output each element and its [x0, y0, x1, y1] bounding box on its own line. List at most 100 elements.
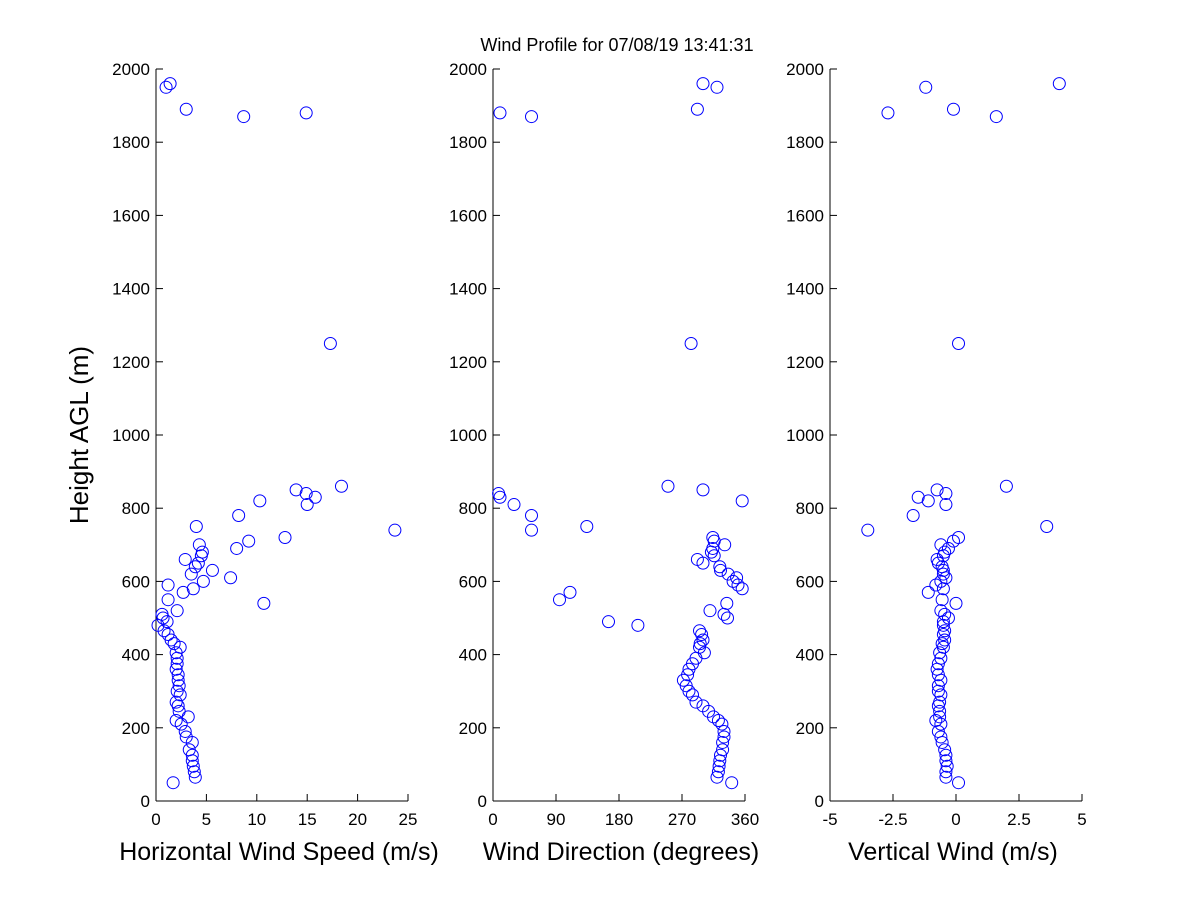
- data-point: [224, 571, 238, 585]
- data-point: [334, 479, 348, 493]
- data-point: [253, 494, 267, 508]
- data-point: [931, 684, 945, 698]
- data-point: [696, 633, 710, 647]
- data-point: [730, 571, 744, 585]
- figure-title: Wind Profile for 07/08/19 13:41:31: [480, 35, 753, 55]
- data-point: [936, 582, 950, 596]
- data-point: [172, 704, 186, 718]
- y-tick-label: 0: [815, 792, 824, 811]
- x-tick-label: 90: [547, 810, 566, 829]
- data-point: [169, 662, 183, 676]
- y-tick-label: 800: [122, 499, 150, 518]
- data-point: [861, 523, 875, 537]
- y-tick-label: 400: [459, 646, 487, 665]
- data-point: [1052, 77, 1066, 91]
- y-tick-label: 1800: [112, 133, 150, 152]
- data-point: [938, 545, 952, 559]
- data-point: [911, 490, 925, 504]
- data-point: [949, 596, 963, 610]
- data-point: [184, 567, 198, 581]
- data-point: [580, 520, 594, 533]
- panel-1: 0 200 400 600 800 1000 1200 1400 1600 1800 2000 0 5 1…: [64, 60, 439, 866]
- y-tick-label: 2000: [112, 60, 150, 79]
- data-point: [1040, 520, 1054, 533]
- data-point: [939, 754, 953, 768]
- y-tick-label: 1200: [112, 353, 150, 372]
- data-point: [934, 538, 948, 552]
- data-point: [696, 77, 710, 91]
- data-point: [661, 479, 675, 493]
- data-point: [939, 748, 953, 762]
- data-point: [159, 80, 173, 94]
- data-point: [935, 593, 949, 607]
- data-point: [933, 704, 947, 718]
- y-tick-label: 800: [459, 499, 487, 518]
- data-point: [936, 618, 950, 632]
- data-point: [933, 695, 947, 709]
- y-tick-label: 1400: [449, 280, 487, 299]
- data-point: [161, 627, 175, 641]
- data-point: [935, 560, 949, 574]
- data-point: [172, 679, 186, 693]
- data-point: [602, 615, 615, 629]
- data-point: [940, 759, 954, 773]
- data-point: [941, 541, 955, 555]
- panel-2: 0 200 400 600 800 1000 1200 1400 1600 1800 2000 0 90…: [449, 60, 759, 866]
- y-tick-label: 200: [122, 719, 150, 738]
- y-tick-label: 2000: [786, 60, 824, 79]
- data-point: [938, 633, 952, 647]
- data-point: [525, 110, 538, 124]
- data-point: [711, 713, 725, 727]
- x-tick-label: 2.5: [1007, 810, 1031, 829]
- y-tick-label: 2000: [449, 60, 487, 79]
- y-tick-label: 400: [796, 646, 824, 665]
- y-tick-label: 0: [141, 792, 150, 811]
- data-point: [938, 607, 952, 621]
- data-point: [192, 538, 206, 552]
- data-point: [176, 585, 190, 599]
- data-point: [721, 567, 735, 581]
- data-point: [170, 657, 184, 671]
- y-tick-label: 400: [122, 646, 150, 665]
- y-tick-label: 0: [478, 792, 487, 811]
- data-point: [163, 77, 177, 91]
- data-point: [707, 549, 721, 563]
- data-point: [712, 759, 726, 773]
- data-point: [946, 102, 960, 116]
- data-point: [161, 593, 175, 607]
- data-point: [492, 487, 506, 501]
- data-point: [196, 574, 210, 588]
- data-point: [720, 596, 734, 610]
- data-point: [931, 668, 945, 682]
- data-point: [525, 509, 538, 523]
- data-point: [930, 552, 944, 566]
- data-point: [696, 699, 710, 713]
- data-point: [278, 530, 292, 544]
- data-point: [179, 730, 193, 744]
- data-point: [308, 490, 322, 504]
- data-point: [690, 102, 704, 116]
- data-point: [919, 80, 933, 94]
- data-point: [941, 611, 955, 625]
- data-point: [952, 530, 966, 544]
- data-point: [169, 713, 183, 727]
- data-point: [731, 578, 745, 592]
- data-point: [689, 695, 703, 709]
- data-point: [507, 498, 521, 512]
- data-point: [939, 498, 953, 512]
- x-axis-label: Wind Direction (degrees): [483, 838, 760, 866]
- data-point: [931, 657, 945, 671]
- x-tick-label: 5: [202, 810, 211, 829]
- data-point: [257, 596, 271, 610]
- y-tick-label: 1000: [449, 426, 487, 445]
- data-point: [171, 673, 185, 687]
- data-point: [725, 776, 739, 790]
- data-point: [186, 582, 200, 596]
- x-tick-label: -5: [822, 810, 837, 829]
- data-point: [684, 337, 698, 350]
- data-point: [232, 509, 246, 523]
- data-point: [181, 710, 195, 724]
- data-point: [715, 717, 729, 731]
- data-point: [696, 483, 710, 497]
- data-point: [299, 487, 313, 501]
